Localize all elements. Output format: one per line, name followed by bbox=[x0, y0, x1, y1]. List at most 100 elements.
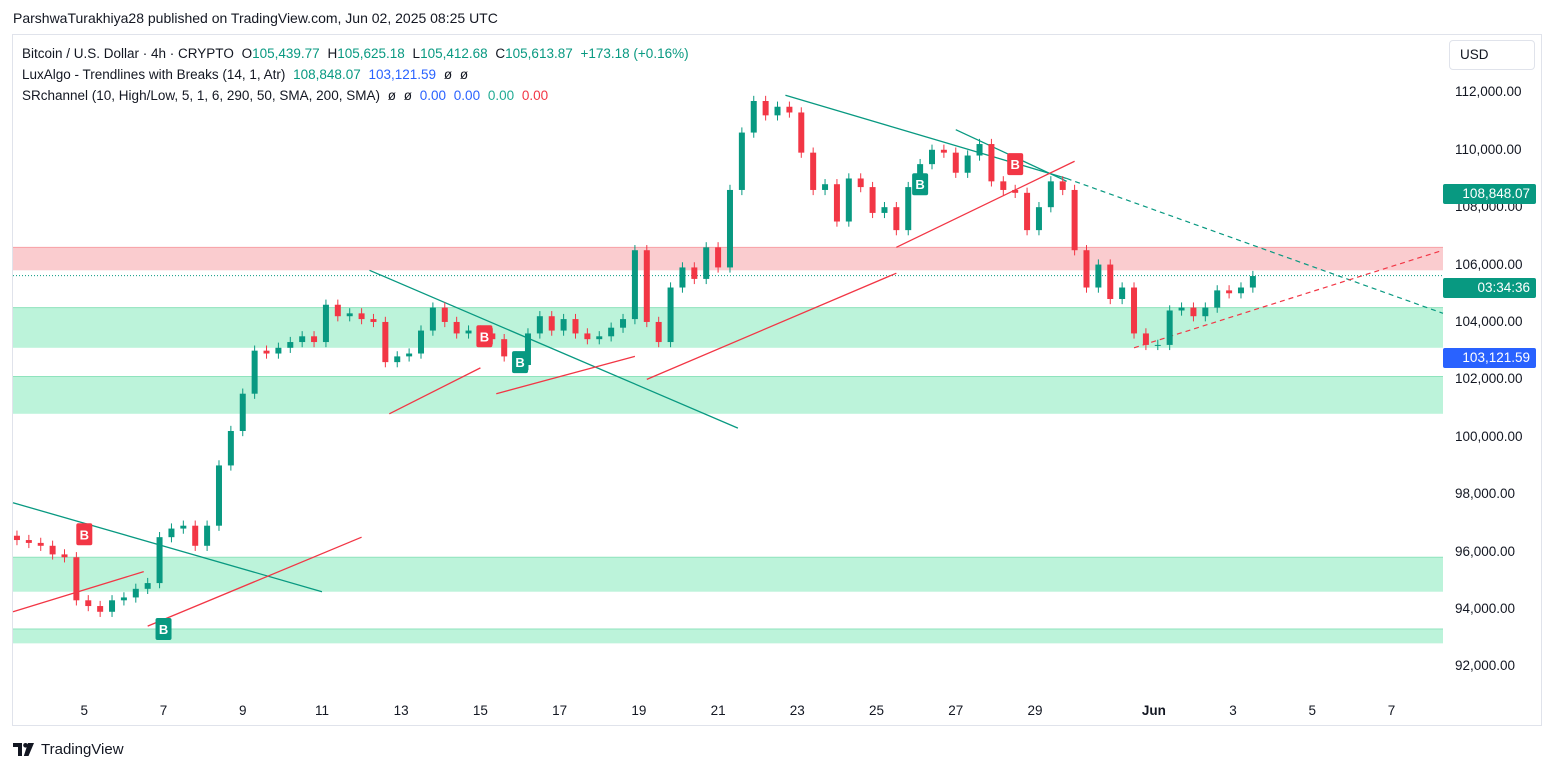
candle-body bbox=[287, 342, 294, 348]
downtrend-line bbox=[369, 269, 739, 429]
support-zone bbox=[13, 376, 1443, 414]
candle-body bbox=[1095, 264, 1102, 288]
legend-srchannel: SRchannel (10, High/Low, 5, 1, 6, 290, 5… bbox=[22, 88, 552, 103]
support-zone bbox=[13, 557, 1443, 592]
break-signal-badge bbox=[1007, 153, 1024, 176]
candle-body bbox=[346, 313, 353, 317]
symbol-label[interactable]: Bitcoin / U.S. Dollar · 4h · CRYPTO bbox=[22, 46, 234, 61]
break-signal-label: B bbox=[1010, 157, 1019, 172]
time-axis-tick: 19 bbox=[631, 703, 647, 718]
chart-frame bbox=[12, 34, 1542, 726]
candle-body bbox=[1012, 189, 1019, 193]
candle-body bbox=[667, 287, 674, 343]
support-zone bbox=[13, 629, 1443, 644]
uptrend-line bbox=[147, 536, 362, 627]
downtrend-line bbox=[785, 94, 1067, 180]
price-tag-lower-trendline: 103,121.59 bbox=[1443, 348, 1536, 368]
time-axis-tick: 15 bbox=[472, 703, 488, 718]
candle-body bbox=[536, 316, 543, 334]
time-axis-tick: 23 bbox=[789, 703, 805, 718]
high-label: H bbox=[327, 46, 338, 61]
candle-body bbox=[1249, 276, 1256, 288]
legend-main: Bitcoin / U.S. Dollar · 4h · CRYPTO O105… bbox=[22, 46, 693, 61]
candle-body bbox=[643, 250, 650, 322]
candle-body bbox=[608, 327, 615, 337]
break-signal-label: B bbox=[480, 329, 489, 344]
candle-body bbox=[180, 525, 187, 529]
candle-body bbox=[251, 350, 258, 394]
srchannel-value-1: ø bbox=[387, 88, 396, 103]
candle-body bbox=[810, 152, 817, 190]
open-label: O bbox=[241, 46, 253, 61]
candle-body bbox=[845, 178, 852, 222]
candle-body bbox=[715, 247, 722, 268]
candle-body bbox=[560, 319, 567, 331]
candle-body bbox=[465, 330, 472, 334]
candle-body bbox=[726, 189, 733, 268]
candle-body bbox=[61, 554, 68, 558]
candle-body bbox=[13, 535, 20, 541]
downtrend-line bbox=[12, 502, 323, 593]
break-signal-badge bbox=[155, 618, 172, 640]
candle-body bbox=[1119, 287, 1126, 299]
candle-body bbox=[299, 336, 306, 343]
candle-body bbox=[1131, 287, 1138, 334]
candle-body bbox=[501, 339, 508, 357]
srchannel-value-3: 0.00 bbox=[419, 88, 447, 103]
candle-body bbox=[215, 465, 222, 526]
candle-body bbox=[132, 588, 139, 598]
candle-body bbox=[833, 184, 840, 222]
candle-body bbox=[370, 319, 377, 322]
open-value: 105,439.77 bbox=[252, 46, 320, 61]
candle-body bbox=[1083, 250, 1090, 288]
break-signal-badge bbox=[76, 523, 93, 546]
uptrend-projection bbox=[1133, 249, 1444, 349]
price-axis-tick: 94,000.00 bbox=[1455, 600, 1516, 616]
luxalgo-value-1: 108,848.07 bbox=[293, 67, 361, 82]
candle-body bbox=[620, 319, 627, 328]
candle-body bbox=[37, 542, 44, 546]
candle-body bbox=[168, 528, 175, 538]
candle-body bbox=[1237, 287, 1244, 294]
candle-body bbox=[952, 152, 959, 173]
candle-body bbox=[1142, 333, 1149, 345]
tradingview-logo-icon bbox=[13, 742, 34, 756]
support-zone bbox=[13, 307, 1443, 348]
candle-body bbox=[584, 333, 591, 340]
candle-body bbox=[893, 207, 900, 231]
candle-body bbox=[1071, 189, 1078, 251]
break-signal-label: B bbox=[915, 177, 924, 192]
close-label: C bbox=[495, 46, 506, 61]
candle-body bbox=[144, 583, 151, 589]
candle-body bbox=[1024, 192, 1031, 231]
break-signal-badge bbox=[476, 325, 493, 348]
candle-body bbox=[156, 537, 163, 584]
candle-body bbox=[655, 321, 662, 343]
candle-body bbox=[394, 356, 401, 363]
candle-body bbox=[750, 101, 757, 133]
time-axis-tick: Jun bbox=[1141, 703, 1166, 718]
luxalgo-name[interactable]: LuxAlgo - Trendlines with Breaks (14, 1,… bbox=[22, 67, 286, 82]
time-axis-tick: 13 bbox=[393, 703, 409, 718]
candle-body bbox=[1178, 307, 1185, 311]
candle-body bbox=[382, 321, 389, 363]
candle-body bbox=[940, 149, 947, 153]
tradingview-footer[interactable]: TradingView bbox=[13, 741, 124, 758]
srchannel-value-2: ø bbox=[403, 88, 412, 103]
candle-body bbox=[73, 557, 80, 601]
candle-body bbox=[1202, 307, 1209, 317]
downtrend-projection bbox=[1066, 177, 1444, 314]
price-axis-tick: 96,000.00 bbox=[1455, 543, 1516, 559]
time-axis-tick: 5 bbox=[1308, 703, 1317, 718]
candle-body bbox=[49, 545, 56, 555]
candle-body bbox=[1107, 264, 1114, 299]
currency-selector[interactable]: USD bbox=[1449, 40, 1535, 70]
candle-body bbox=[1226, 290, 1233, 294]
candle-body bbox=[1047, 181, 1054, 208]
candle-body bbox=[679, 267, 686, 288]
srchannel-name[interactable]: SRchannel (10, High/Low, 5, 1, 6, 290, 5… bbox=[22, 88, 380, 103]
candle-body bbox=[109, 600, 116, 612]
high-value: 105,625.18 bbox=[337, 46, 405, 61]
time-axis-tick: 11 bbox=[314, 703, 329, 718]
